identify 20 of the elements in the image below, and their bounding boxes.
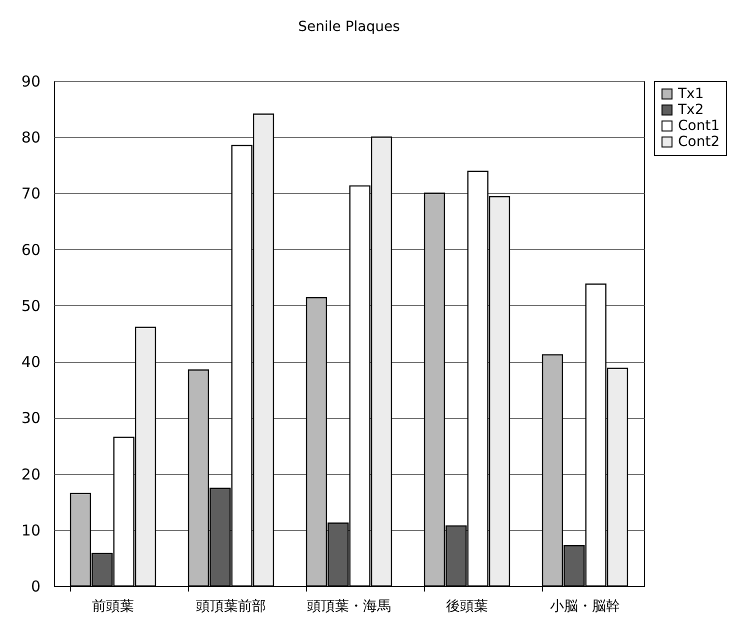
y-tick-label: 30	[21, 409, 40, 428]
legend-label: Cont2	[678, 134, 720, 150]
x-tick-label: 後頭葉	[446, 598, 488, 614]
y-tick-label: 20	[21, 465, 40, 484]
y-tick-label: 10	[21, 521, 40, 540]
legend-label: Tx1	[677, 86, 704, 102]
legend-label: Tx2	[677, 102, 704, 118]
y-tick-label: 80	[21, 128, 40, 147]
x-tick-label: 頭頂葉・海馬	[307, 598, 391, 614]
y-tick-label: 70	[21, 184, 40, 203]
x-tick-label: 小脳・脳幹	[550, 598, 620, 614]
y-tick-label: 60	[21, 240, 40, 259]
y-tick-label: 50	[21, 296, 40, 315]
x-tick-label: 前頭葉	[92, 598, 134, 614]
y-tick-label: 0	[30, 578, 40, 596]
y-tick-label: 40	[21, 353, 40, 372]
legend-label: Cont1	[678, 118, 720, 134]
x-tick-label: 頭頂葉前部	[196, 598, 266, 614]
chart-title: Senile Plaques	[298, 19, 400, 35]
y-tick-label: 90	[21, 72, 40, 90]
